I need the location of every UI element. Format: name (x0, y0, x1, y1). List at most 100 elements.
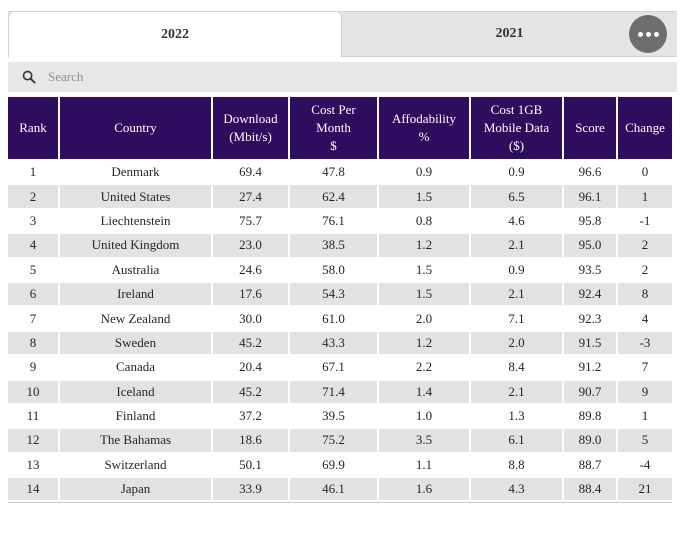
table-row[interactable]: 12 The Bahamas 18.6 75.2 3.5 6.1 89.0 5 (8, 428, 672, 454)
cell-cost_1gb: 2.1 (470, 233, 564, 259)
search-bar (8, 62, 677, 92)
cell-score: 92.3 (563, 306, 618, 332)
column-header-country[interactable]: Country (59, 97, 213, 161)
cell-affordability: 1.5 (378, 281, 471, 308)
cell-country: Switzerland (59, 452, 213, 479)
cell-download: 75.7 (212, 208, 290, 235)
table-row[interactable]: 13 Switzerland 50.1 69.9 1.1 8.8 88.7 -4 (8, 452, 672, 479)
cell-download: 50.1 (212, 452, 290, 479)
table-row[interactable]: 4 United Kingdom 23.0 38.5 1.2 2.1 95.0 2 (8, 233, 672, 259)
cell-country: Liechtenstein (59, 208, 213, 235)
cell-country: United Kingdom (59, 233, 213, 259)
ranking-table: Rank Country Download (Mbit/s) Cost Per Mon… (8, 97, 672, 503)
cell-cost_1gb: 8.8 (470, 452, 564, 479)
cell-score: 90.7 (563, 379, 618, 405)
column-header-score[interactable]: Score (563, 97, 618, 161)
cell-affordability: 0.8 (378, 208, 471, 235)
table-row[interactable]: 14 Japan 33.9 46.1 1.6 4.3 88.4 21 (8, 477, 672, 503)
cell-country: Iceland (59, 379, 213, 405)
column-header-cost_per_month[interactable]: Cost Per Month $ (289, 97, 379, 161)
cell-rank: 13 (8, 452, 60, 479)
cell-cost_1gb: 4.6 (470, 208, 564, 235)
cell-cost_per_month: 62.4 (289, 184, 379, 210)
column-header-rank[interactable]: Rank (8, 97, 60, 161)
cell-affordability: 1.1 (378, 452, 471, 479)
table-row[interactable]: 11 Finland 37.2 39.5 1.0 1.3 89.8 1 (8, 403, 672, 430)
cell-cost_1gb: 0.9 (470, 257, 564, 283)
tab-2021[interactable]: 2021 (342, 12, 677, 56)
column-header-download[interactable]: Download (Mbit/s) (212, 97, 290, 161)
cell-rank: 10 (8, 379, 60, 405)
ellipsis-icon (653, 31, 659, 37)
cell-cost_per_month: 43.3 (289, 330, 379, 357)
column-header-change[interactable]: Change (617, 97, 672, 161)
cell-rank: 4 (8, 233, 60, 259)
cell-cost_1gb: 1.3 (470, 403, 564, 430)
table-row[interactable]: 2 United States 27.4 62.4 1.5 6.5 96.1 1 (8, 184, 672, 210)
cell-cost_1gb: 2.0 (470, 330, 564, 357)
cell-country: Australia (59, 257, 213, 283)
cell-rank: 1 (8, 160, 60, 186)
cell-change: 21 (617, 477, 672, 503)
cell-cost_per_month: 38.5 (289, 233, 379, 259)
cell-cost_per_month: 76.1 (289, 208, 379, 235)
cell-affordability: 2.0 (378, 306, 471, 332)
cell-cost_per_month: 46.1 (289, 477, 379, 503)
tab-2022-label: 2022 (161, 27, 189, 42)
table-row[interactable]: 3 Liechtenstein 75.7 76.1 0.8 4.6 95.8 -1 (8, 208, 672, 235)
table-row[interactable]: 8 Sweden 45.2 43.3 1.2 2.0 91.5 -3 (8, 330, 672, 357)
cell-change: 7 (617, 355, 672, 381)
cell-cost_per_month: 75.2 (289, 428, 379, 454)
table-row[interactable]: 6 Ireland 17.6 54.3 1.5 2.1 92.4 8 (8, 281, 672, 308)
cell-download: 45.2 (212, 379, 290, 405)
cell-score: 89.8 (563, 403, 618, 430)
cell-affordability: 1.5 (378, 257, 471, 283)
table-row[interactable]: 9 Canada 20.4 67.1 2.2 8.4 91.2 7 (8, 355, 672, 381)
cell-score: 95.8 (563, 208, 618, 235)
cell-cost_per_month: 47.8 (289, 160, 379, 186)
cell-cost_per_month: 71.4 (289, 379, 379, 405)
cell-download: 30.0 (212, 306, 290, 332)
tab-2021-label: 2021 (495, 26, 524, 41)
cell-download: 17.6 (212, 281, 290, 308)
column-header-affordability[interactable]: Affodability % (378, 97, 471, 161)
more-options-button[interactable] (629, 15, 667, 53)
cell-affordability: 1.5 (378, 184, 471, 210)
search-input[interactable] (46, 68, 667, 86)
cell-score: 89.0 (563, 428, 618, 454)
column-header-cost_1gb[interactable]: Cost 1GB Mobile Data ($) (470, 97, 564, 161)
cell-change: -1 (617, 208, 672, 235)
cell-download: 23.0 (212, 233, 290, 259)
cell-affordability: 1.4 (378, 379, 471, 405)
cell-rank: 11 (8, 403, 60, 430)
cell-score: 88.7 (563, 452, 618, 479)
table-row[interactable]: 7 New Zealand 30.0 61.0 2.0 7.1 92.3 4 (8, 306, 672, 332)
cell-score: 91.2 (563, 355, 618, 381)
cell-cost_per_month: 69.9 (289, 452, 379, 479)
cell-change: -3 (617, 330, 672, 357)
cell-score: 92.4 (563, 281, 618, 308)
table-row[interactable]: 1 Denmark 69.4 47.8 0.9 0.9 96.6 0 (8, 160, 672, 186)
cell-cost_per_month: 61.0 (289, 306, 379, 332)
cell-country: Sweden (59, 330, 213, 357)
cell-cost_per_month: 67.1 (289, 355, 379, 381)
cell-score: 96.1 (563, 184, 618, 210)
table-row[interactable]: 5 Australia 24.6 58.0 1.5 0.9 93.5 2 (8, 257, 672, 283)
cell-country: New Zealand (59, 306, 213, 332)
tab-2022[interactable]: 2022 (8, 11, 342, 58)
cell-change: 0 (617, 160, 672, 186)
cell-affordability: 1.2 (378, 233, 471, 259)
table-row[interactable]: 10 Iceland 45.2 71.4 1.4 2.1 90.7 9 (8, 379, 672, 405)
search-icon (22, 70, 36, 84)
cell-score: 93.5 (563, 257, 618, 283)
cell-download: 27.4 (212, 184, 290, 210)
cell-download: 45.2 (212, 330, 290, 357)
cell-country: United States (59, 184, 213, 210)
cell-rank: 14 (8, 477, 60, 503)
cell-cost_1gb: 0.9 (470, 160, 564, 186)
cell-affordability: 1.6 (378, 477, 471, 503)
ellipsis-icon (637, 31, 643, 37)
cell-download: 24.6 (212, 257, 290, 283)
cell-rank: 2 (8, 184, 60, 210)
cell-rank: 6 (8, 281, 60, 308)
